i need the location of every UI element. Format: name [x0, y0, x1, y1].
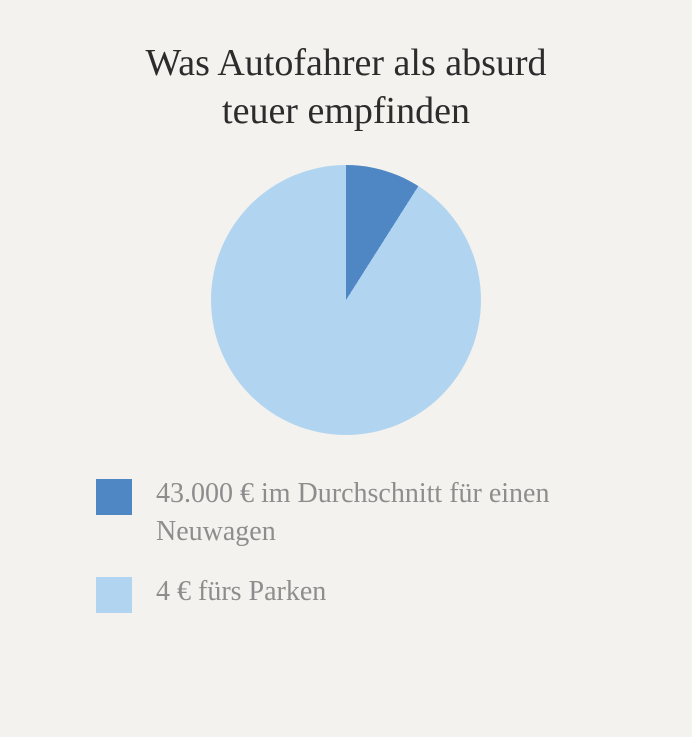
pie-chart — [211, 165, 481, 435]
chart-title-line2: teuer empfinden — [222, 90, 470, 132]
chart-title: Was Autofahrer als absurd teuer empfinde… — [66, 40, 626, 135]
legend-swatch — [96, 577, 132, 613]
legend-swatch — [96, 479, 132, 515]
legend-item: 43.000 € im Durchschnitt für einen Neuwa… — [96, 475, 596, 551]
legend-label: 43.000 € im Durchschnitt für einen Neuwa… — [156, 475, 596, 551]
chart-title-line1: Was Autofahrer als absurd — [145, 42, 546, 84]
legend-label: 4 € fürs Parken — [156, 573, 596, 611]
legend: 43.000 € im Durchschnitt für einen Neuwa… — [96, 475, 596, 613]
infographic-card: Was Autofahrer als absurd teuer empfinde… — [0, 0, 692, 737]
legend-item: 4 € fürs Parken — [96, 573, 596, 613]
pie-chart-container — [0, 165, 692, 435]
